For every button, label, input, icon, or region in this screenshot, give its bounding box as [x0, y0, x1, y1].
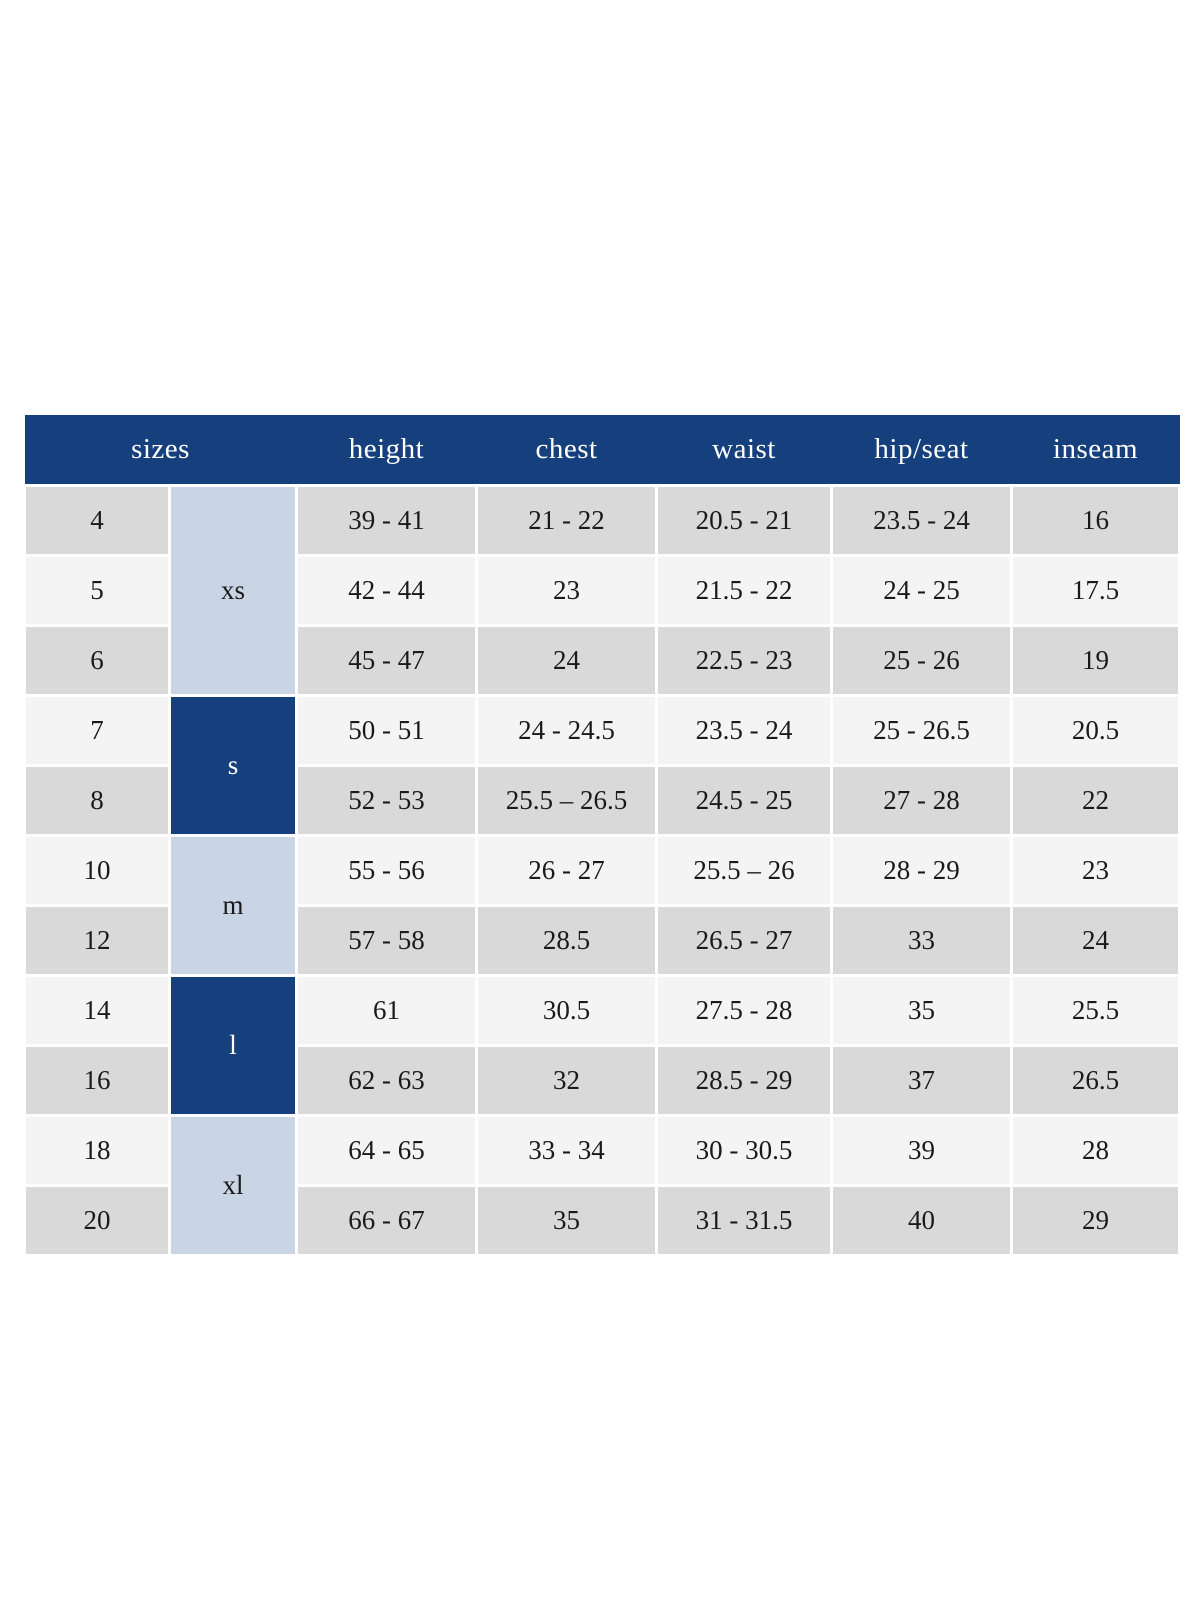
table-row-size-18: 18 xl 64 - 65 33 - 34 30 - 30.5 39 28 [23, 1114, 1181, 1257]
table-header: sizes height chest waist hip/seat inseam [24, 415, 1180, 486]
table-row-size-10: 10 m 55 - 56 26 - 27 25.5 – 26 28 - 29 2… [23, 834, 1181, 977]
cell-hip-seat: 33 [830, 904, 1013, 977]
cell-inseam: 23 [1010, 834, 1181, 907]
cell-waist: 22.5 - 23 [655, 624, 833, 697]
cell-chest: 33 - 34 [475, 1114, 658, 1187]
cell-inseam: 25.5 [1010, 974, 1181, 1047]
cell-waist: 26.5 - 27 [655, 904, 833, 977]
cell-chest: 24 - 24.5 [475, 694, 658, 767]
cell-waist: 27.5 - 28 [655, 974, 833, 1047]
cell-height: 64 - 65 [295, 1114, 478, 1187]
table-row-size-16: 16 62 - 63 32 28.5 - 29 37 26.5 [23, 1044, 1181, 1117]
cell-size-number: 14 [23, 974, 171, 1047]
cell-hip-seat: 25 - 26 [830, 624, 1013, 697]
cell-waist: 31 - 31.5 [655, 1184, 833, 1257]
cell-hip-seat: 35 [830, 974, 1013, 1047]
size-group-l: l [168, 974, 298, 1117]
cell-hip-seat: 39 [830, 1114, 1013, 1187]
table-row-size-6: 6 45 - 47 24 22.5 - 23 25 - 26 19 [23, 624, 1181, 697]
table-row-size-12: 12 57 - 58 28.5 26.5 - 27 33 24 [23, 904, 1181, 977]
column-header-chest: chest [476, 415, 657, 486]
cell-height: 61 [295, 974, 478, 1047]
size-group-xs: xs [168, 484, 298, 697]
cell-height: 50 - 51 [295, 694, 478, 767]
cell-size-number: 20 [23, 1184, 171, 1257]
cell-chest: 28.5 [475, 904, 658, 977]
cell-inseam: 28 [1010, 1114, 1181, 1187]
cell-chest: 25.5 – 26.5 [475, 764, 658, 837]
table-row-size-14: 14 l 61 30.5 27.5 - 28 35 25.5 [23, 974, 1181, 1117]
cell-hip-seat: 27 - 28 [830, 764, 1013, 837]
cell-size-number: 7 [23, 694, 171, 767]
header-row: sizes height chest waist hip/seat inseam [24, 415, 1180, 486]
cell-height: 66 - 67 [295, 1184, 478, 1257]
cell-size-number: 5 [23, 554, 171, 627]
cell-size-number: 16 [23, 1044, 171, 1117]
cell-height: 55 - 56 [295, 834, 478, 907]
cell-chest: 26 - 27 [475, 834, 658, 907]
cell-chest: 30.5 [475, 974, 658, 1047]
cell-inseam: 26.5 [1010, 1044, 1181, 1117]
cell-chest: 23 [475, 554, 658, 627]
cell-hip-seat: 40 [830, 1184, 1013, 1257]
cell-height: 42 - 44 [295, 554, 478, 627]
cell-hip-seat: 24 - 25 [830, 554, 1013, 627]
cell-height: 52 - 53 [295, 764, 478, 837]
cell-size-number: 4 [23, 484, 171, 557]
cell-waist: 28.5 - 29 [655, 1044, 833, 1117]
cell-height: 62 - 63 [295, 1044, 478, 1117]
cell-height: 45 - 47 [295, 624, 478, 697]
cell-chest: 32 [475, 1044, 658, 1117]
cell-size-number: 8 [23, 764, 171, 837]
cell-inseam: 24 [1010, 904, 1181, 977]
cell-waist: 23.5 - 24 [655, 694, 833, 767]
cell-inseam: 20.5 [1010, 694, 1181, 767]
cell-inseam: 29 [1010, 1184, 1181, 1257]
table-row-size-7: 7 s 50 - 51 24 - 24.5 23.5 - 24 25 - 26.… [23, 694, 1181, 837]
cell-chest: 21 - 22 [475, 484, 658, 557]
cell-hip-seat: 28 - 29 [830, 834, 1013, 907]
cell-waist: 25.5 – 26 [655, 834, 833, 907]
cell-inseam: 19 [1010, 624, 1181, 697]
cell-inseam: 22 [1010, 764, 1181, 837]
cell-waist: 24.5 - 25 [655, 764, 833, 837]
cell-size-number: 10 [23, 834, 171, 907]
table-body: 4 xs 39 - 41 21 - 22 20.5 - 21 23.5 - 24… [23, 484, 1181, 1257]
cell-waist: 21.5 - 22 [655, 554, 833, 627]
column-header-height: height [296, 415, 477, 486]
cell-size-number: 18 [23, 1114, 171, 1187]
column-header-sizes: sizes [24, 415, 297, 486]
column-header-waist: waist [656, 415, 832, 486]
cell-hip-seat: 37 [830, 1044, 1013, 1117]
cell-chest: 35 [475, 1184, 658, 1257]
cell-inseam: 17.5 [1010, 554, 1181, 627]
cell-height: 39 - 41 [295, 484, 478, 557]
cell-inseam: 16 [1010, 484, 1181, 557]
table-row-size-5: 5 42 - 44 23 21.5 - 22 24 - 25 17.5 [23, 554, 1181, 627]
table-row-size-20: 20 66 - 67 35 31 - 31.5 40 29 [23, 1184, 1181, 1257]
column-header-inseam: inseam [1011, 415, 1180, 486]
column-header-hip-seat: hip/seat [831, 415, 1012, 486]
cell-size-number: 6 [23, 624, 171, 697]
cell-size-number: 12 [23, 904, 171, 977]
size-chart: sizes height chest waist hip/seat inseam… [23, 415, 1181, 1257]
size-group-m: m [168, 834, 298, 977]
cell-waist: 20.5 - 21 [655, 484, 833, 557]
cell-height: 57 - 58 [295, 904, 478, 977]
size-group-s: s [168, 694, 298, 837]
cell-hip-seat: 23.5 - 24 [830, 484, 1013, 557]
cell-hip-seat: 25 - 26.5 [830, 694, 1013, 767]
cell-chest: 24 [475, 624, 658, 697]
size-group-xl: xl [168, 1114, 298, 1257]
size-chart-table: sizes height chest waist hip/seat inseam… [23, 415, 1181, 1257]
cell-waist: 30 - 30.5 [655, 1114, 833, 1187]
table-row-size-8: 8 52 - 53 25.5 – 26.5 24.5 - 25 27 - 28 … [23, 764, 1181, 837]
table-row-size-4: 4 xs 39 - 41 21 - 22 20.5 - 21 23.5 - 24… [23, 484, 1181, 697]
